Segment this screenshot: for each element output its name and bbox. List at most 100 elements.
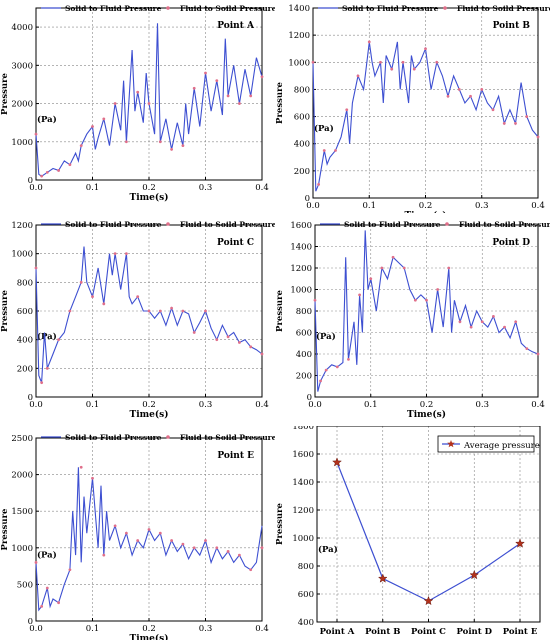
x-tick-label: 0.3 xyxy=(199,183,213,193)
data-point xyxy=(249,568,253,572)
data-point xyxy=(181,542,185,546)
y-tick-label: 1200 xyxy=(290,264,312,274)
x-tick-label: 0.3 xyxy=(475,400,489,410)
data-point xyxy=(34,132,38,136)
data-point xyxy=(514,320,518,324)
y-tick-label: 1000 xyxy=(290,286,312,296)
data-point xyxy=(57,601,60,605)
y-tick-label: 400 xyxy=(294,140,310,150)
y-tick-label: 0 xyxy=(307,393,312,403)
data-point xyxy=(113,252,117,256)
data-point xyxy=(367,40,371,44)
y-tick-label: 1600 xyxy=(290,221,312,231)
data-point xyxy=(390,67,394,71)
data-point xyxy=(425,298,428,302)
x-axis-label: Time (s) xyxy=(404,210,446,213)
data-point xyxy=(40,604,44,608)
data-point xyxy=(469,325,473,329)
y-tick-label: 1200 xyxy=(288,31,310,41)
data-point xyxy=(170,539,174,542)
chart-point-a: 0 1000 2000 3000 4000 0.0 0.1 0.2 0.3 0.4 Time(s) P… xyxy=(0,4,275,203)
x-tick-label: 0.1 xyxy=(86,624,100,634)
data-point xyxy=(332,457,342,467)
series-line xyxy=(35,246,263,383)
data-point xyxy=(125,252,128,256)
y-tick-label: 1000 xyxy=(11,544,33,554)
data-point xyxy=(503,325,506,329)
data-point xyxy=(158,140,162,144)
data-point xyxy=(436,288,440,291)
legend-box xyxy=(437,435,535,453)
data-point xyxy=(423,595,434,606)
data-point xyxy=(469,569,480,580)
x-tick-label: Point D xyxy=(457,627,493,637)
legend-label: Solid to Fluid Pressure xyxy=(342,4,439,13)
data-point xyxy=(91,476,94,480)
data-point xyxy=(345,108,349,112)
data-point xyxy=(40,381,44,385)
data-point xyxy=(525,115,529,118)
y-tick-label: 0 xyxy=(28,393,33,403)
data-point xyxy=(226,94,230,98)
data-point xyxy=(57,169,60,172)
data-point xyxy=(322,149,326,152)
y-axis-label: Pressure xyxy=(275,502,285,545)
data-point xyxy=(215,79,219,83)
data-point xyxy=(170,306,174,310)
x-tick-label: Point A xyxy=(320,627,355,637)
data-point xyxy=(147,309,151,313)
data-point xyxy=(158,531,162,535)
x-tick-label: 0.4 xyxy=(255,624,269,634)
x-tick-label: 0.2 xyxy=(420,400,434,410)
data-point xyxy=(45,586,49,590)
series-fluid-to-solid xyxy=(34,252,264,385)
y-axis-label: Pressure xyxy=(0,289,10,332)
legend-point-swatch xyxy=(166,222,170,226)
series-line xyxy=(312,41,539,192)
grid xyxy=(317,426,540,623)
data-point xyxy=(226,335,230,339)
y-axis-label: Pressure xyxy=(0,508,10,551)
y-axis-unit: (Pa) xyxy=(37,550,57,561)
data-point xyxy=(380,266,384,270)
series-line xyxy=(35,467,263,612)
y-tick-label: 1800 xyxy=(292,426,314,432)
legend-label: Average pressure xyxy=(463,441,540,451)
x-tick-label: 0.0 xyxy=(29,624,43,634)
data-point xyxy=(515,538,525,548)
x-tick-label: Point C xyxy=(411,627,446,637)
x-tick-label: 0.4 xyxy=(255,400,269,410)
y-axis-unit: (Pa) xyxy=(37,331,57,342)
y-tick-label: 4000 xyxy=(11,23,33,33)
x-tick-label: 0.1 xyxy=(86,400,100,410)
data-point xyxy=(57,338,60,342)
data-point xyxy=(102,117,106,121)
data-point xyxy=(136,295,140,299)
y-tick-label: 2000 xyxy=(11,471,33,481)
chart-point-c: 0 200 400 600 800 1000 1200 0.0 0.1 0.2 0.3 0.4 Time… xyxy=(0,220,275,420)
point-label: Point B xyxy=(493,21,531,31)
data-point xyxy=(45,170,49,174)
x-tick-label: 0.2 xyxy=(142,400,156,410)
x-tick-label: 0.1 xyxy=(364,400,378,410)
y-tick-label: 1600 xyxy=(292,450,314,460)
data-point xyxy=(40,174,44,178)
x-tick-label: 0.2 xyxy=(142,183,156,193)
data-point xyxy=(334,149,337,152)
y-tick-label: 800 xyxy=(296,307,312,317)
x-tick-label: 0.0 xyxy=(29,400,43,410)
x-axis-label: Time(s) xyxy=(130,192,169,203)
x-axis-label: Time(s) xyxy=(407,409,446,420)
y-tick-label: 400 xyxy=(296,350,312,360)
x-tick-label: 0.2 xyxy=(142,624,156,634)
data-point xyxy=(311,60,315,64)
x-axis-label: Time(s) xyxy=(130,409,169,420)
data-point xyxy=(402,266,406,270)
y-tick-label: 400 xyxy=(17,336,33,346)
x-tick-label: 0.4 xyxy=(255,183,269,193)
chart-average-pressure: 400 600 800 1000 1200 1400 1600 1800 Point A Poin… xyxy=(275,426,541,637)
y-tick-label: 200 xyxy=(17,364,33,374)
series-solid-to-fluid xyxy=(35,23,263,177)
legend-point-swatch xyxy=(166,6,170,10)
